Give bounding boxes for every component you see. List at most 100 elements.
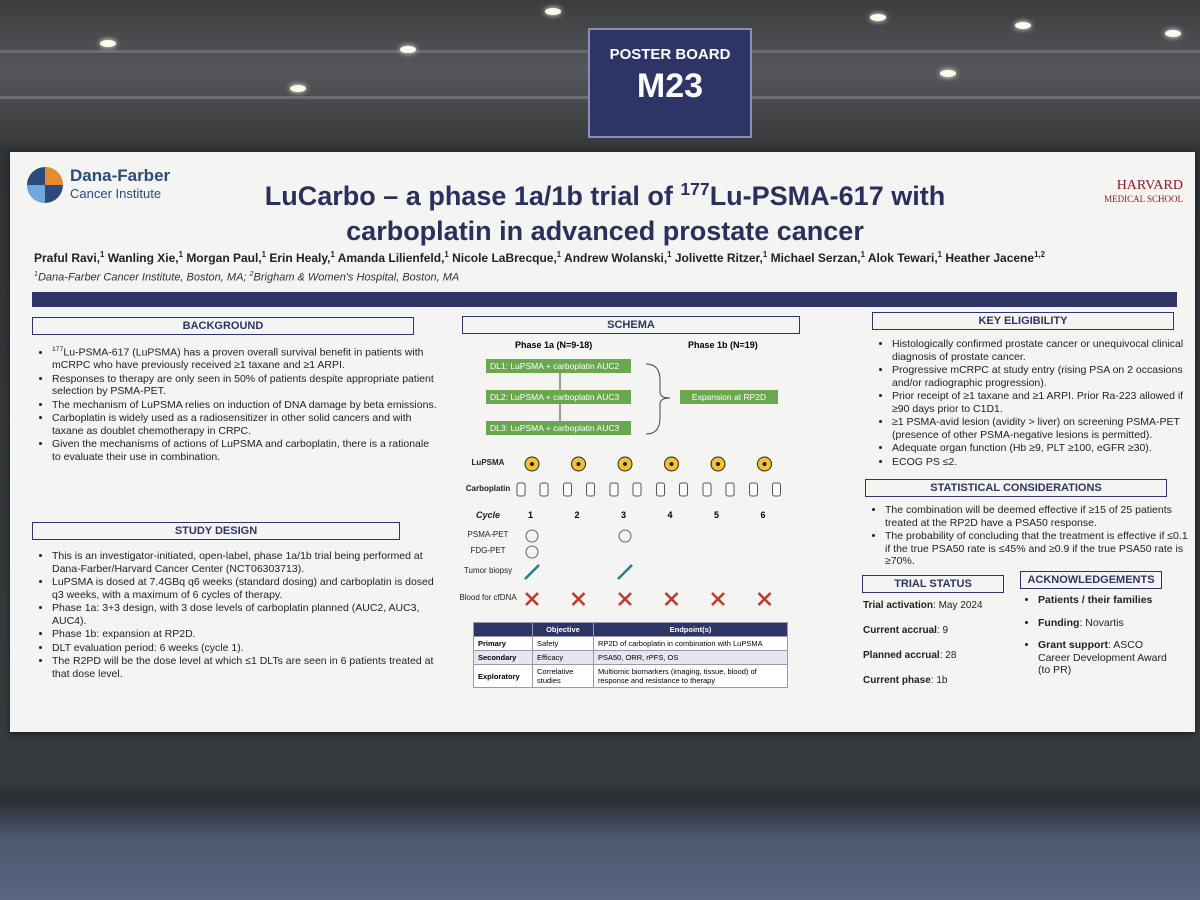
acknowledgement-item: Funding: Novartis bbox=[1038, 617, 1178, 630]
lamp bbox=[100, 40, 116, 47]
dose-level-box: DL2: LuPSMA + carboplatin AUC3 bbox=[486, 390, 631, 404]
sign-number: M23 bbox=[636, 67, 704, 105]
table-row: Exploratory Correlative studies Multiomic … bbox=[473, 664, 789, 688]
status-item: Current accrual: 9 bbox=[863, 625, 949, 636]
author-affiliation: 1 bbox=[444, 250, 449, 259]
table-header-row: Objective Endpoint(s) bbox=[473, 622, 789, 637]
bullet-list: The combination will be deemed effective… bbox=[869, 504, 1190, 569]
cycle-number: 3 bbox=[621, 510, 627, 520]
table-cell: Secondary bbox=[473, 650, 533, 665]
timeline-row-label: FDG-PET bbox=[470, 546, 506, 555]
carboplatin-bag bbox=[772, 482, 781, 497]
lamp bbox=[1165, 30, 1181, 37]
logo-mark bbox=[27, 167, 63, 203]
bullet-item: Responses to therapy are only seen in 50… bbox=[52, 373, 437, 398]
affiliation-text: Brigham & Women's Hospital, Boston, MA bbox=[253, 271, 460, 284]
section-heading: STUDY DESIGN bbox=[32, 522, 400, 540]
authors: Praful Ravi,1 Wanling Xie,1 Morgan Paul,… bbox=[34, 250, 1184, 265]
bullet-item: The probability of concluding that the t… bbox=[885, 530, 1190, 568]
carboplatin-bag bbox=[679, 482, 688, 497]
bullet-list: 177Lu-PSMA-617 (LuPSMA) has a proven ove… bbox=[36, 344, 437, 464]
radiation-icon-center bbox=[762, 462, 767, 466]
poster-title: LuCarbo – a phase 1a/1b trial of 177Lu-P… bbox=[210, 172, 1000, 249]
table-cell: Multiomic biomarkers (imaging, tissue, b… bbox=[592, 664, 789, 688]
section-heading: TRIAL STATUS bbox=[862, 575, 1004, 593]
pet-icon bbox=[618, 529, 632, 543]
section-heading: KEY ELIGIBILITY bbox=[872, 312, 1174, 330]
phase-label: Phase 1b (N=19) bbox=[688, 340, 758, 350]
bullet-item: ≥1 PSMA-avid lesion (avidity > liver) on… bbox=[892, 416, 1192, 441]
bullet-list: Histologically confirmed prostate cancer… bbox=[876, 338, 1192, 469]
status-item: Trial activation: May 2024 bbox=[863, 600, 983, 611]
blood-icon bbox=[618, 592, 632, 606]
bullet-item: The R2PD will be the dose level at which… bbox=[52, 655, 437, 680]
table-header bbox=[473, 622, 533, 637]
radiation-icon-center bbox=[669, 462, 674, 466]
author-affiliation: 1 bbox=[667, 250, 672, 259]
author-affiliation: 1 bbox=[762, 250, 768, 259]
carboplatin-bag bbox=[609, 482, 619, 497]
author-affiliation: 1 bbox=[178, 250, 183, 259]
radiation-icon bbox=[617, 456, 633, 472]
acknowledgement-item: Grant support: ASCO Career Development A… bbox=[1038, 639, 1178, 677]
title-sup: 177 bbox=[680, 179, 710, 199]
radiation-icon bbox=[710, 456, 726, 472]
blood-icon bbox=[571, 592, 586, 606]
logo-text: Dana-Farber bbox=[70, 166, 171, 185]
table-header: Endpoint(s) bbox=[592, 622, 789, 637]
carboplatin-bag bbox=[632, 482, 642, 497]
status-label: Trial activation bbox=[863, 600, 934, 611]
timeline-row-label: LuPSMA bbox=[471, 458, 505, 467]
lamp bbox=[400, 46, 416, 53]
expansion-box: Expansion at RP2D bbox=[680, 390, 778, 404]
status-item: Planned accrual: 28 bbox=[863, 650, 957, 661]
lamp bbox=[870, 14, 886, 21]
author-name: Amanda Lilienfeld, bbox=[337, 251, 445, 265]
bullet-item: DLT evaluation period: 6 weeks (cycle 1)… bbox=[52, 642, 437, 655]
status-label: Current accrual bbox=[863, 625, 937, 636]
table-cell: RP2D of carboplatin in combination with … bbox=[592, 636, 789, 651]
bullet-text: Lu-PSMA-617 (LuPSMA) has a proven overal… bbox=[52, 346, 424, 372]
lamp bbox=[940, 70, 956, 77]
table-row: Primary Safety RP2D of carboplatin in comb… bbox=[473, 636, 789, 651]
trial-status-list: Trial activation: May 2024 Current accrua… bbox=[863, 599, 1013, 699]
affiliations: 1Dana-Farber Cancer Institute, Boston, M… bbox=[34, 270, 1034, 284]
carboplatin-bag bbox=[586, 482, 595, 497]
author-name: Erin Healy, bbox=[269, 251, 331, 265]
status-value: 9 bbox=[942, 625, 949, 636]
sign-label: POSTER BOARD bbox=[609, 46, 731, 63]
affiliation-number: 1 bbox=[34, 270, 38, 278]
author-name: Alok Tewari, bbox=[867, 251, 938, 265]
poster-board-sign: POSTER BOARD M23 bbox=[588, 28, 752, 138]
lamp bbox=[290, 85, 306, 92]
section-heading: SCHEMA bbox=[462, 316, 800, 334]
bullet-item: The mechanism of LuPSMA relies on induct… bbox=[52, 399, 437, 412]
logo-left: Dana-Farber Cancer Institute bbox=[26, 166, 206, 201]
bullet-item: Histologically confirmed prostate cancer… bbox=[892, 338, 1192, 363]
table-row: Secondary Efficacy PSA50, ORR, rPFS, OS bbox=[473, 650, 789, 665]
bullet-item: Phase 1b: expansion at RP2D. bbox=[52, 628, 437, 641]
carboplatin-bag bbox=[563, 482, 572, 497]
timeline-row-label: Carboplatin bbox=[465, 484, 511, 493]
affiliation-text: Dana-Farber Cancer Institute, Boston, MA… bbox=[37, 271, 250, 284]
cycle-number: 4 bbox=[667, 510, 673, 520]
timeline-row-label: Tumor biopsy bbox=[463, 566, 513, 575]
carboplatin-bag bbox=[702, 482, 712, 497]
bullet-item: Given the mechanisms of actions of LuPSM… bbox=[52, 438, 437, 463]
author-name: Heather Jacene bbox=[945, 251, 1035, 265]
author-affiliation: 1 bbox=[100, 250, 105, 259]
table-cell: Safety bbox=[532, 636, 594, 651]
bullet-item: 177Lu-PSMA-617 (LuPSMA) has a proven ove… bbox=[52, 344, 437, 372]
carboplatin-bag bbox=[656, 482, 665, 497]
logo-text: MEDICAL SCHOOL bbox=[1104, 194, 1183, 204]
phase-label: Phase 1a (N=9-18) bbox=[515, 340, 593, 350]
status-value: 28 bbox=[945, 650, 957, 661]
acknowledgement-item: Patients / their families bbox=[1038, 594, 1178, 607]
bullet-item: Carboplatin is widely used as a radiosen… bbox=[52, 412, 437, 437]
author-affiliation: 1 bbox=[261, 250, 266, 259]
author-name: Michael Serzan, bbox=[770, 251, 861, 265]
radiation-icon-center bbox=[623, 462, 627, 466]
blood-icon bbox=[711, 592, 725, 606]
author-affiliation: 1 bbox=[556, 250, 562, 259]
blood-icon bbox=[757, 592, 772, 606]
